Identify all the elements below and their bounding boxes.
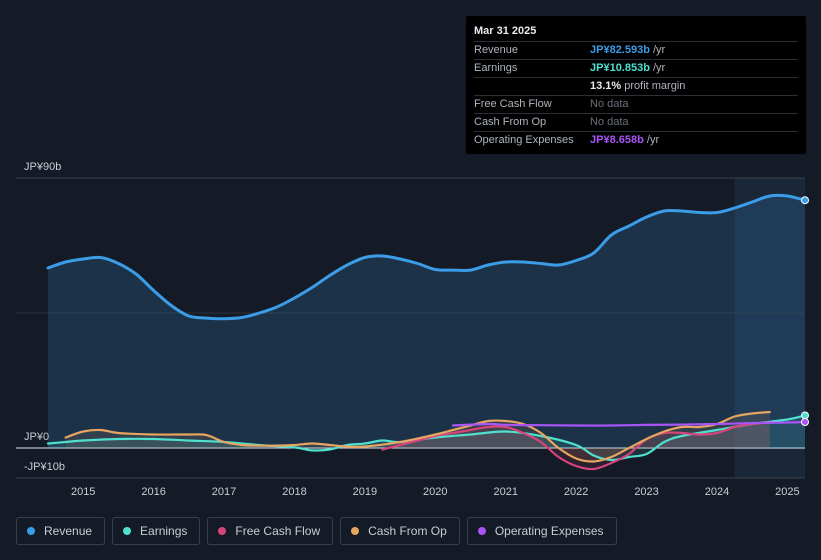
x-tick-label: 2021 xyxy=(493,486,517,498)
tooltip-row-label: Free Cash Flow xyxy=(474,98,552,110)
tooltip-row-label: Revenue xyxy=(474,44,519,56)
x-tick-label: 2015 xyxy=(71,486,95,498)
tooltip-row-unit: profit margin xyxy=(621,80,686,92)
tooltip-row-value: No data xyxy=(590,98,629,110)
tooltip-row-value: JP¥8.658b xyxy=(590,134,644,146)
earnings-area xyxy=(48,415,805,461)
legend: Revenue Earnings Free Cash Flow Cash From O… xyxy=(16,517,617,545)
x-tick-label: 2018 xyxy=(282,486,306,498)
free-cash-flow-line xyxy=(381,421,771,471)
legend-item-earnings[interactable]: Earnings xyxy=(112,517,201,545)
tooltip-row: Cash From Op No data xyxy=(474,113,798,131)
legend-item-free-cash-flow[interactable]: Free Cash Flow xyxy=(207,517,334,545)
operating-expenses-line xyxy=(451,420,807,427)
tooltip-row: 13.1% profit margin xyxy=(474,77,798,95)
tooltip-row-value: 13.1% xyxy=(590,80,622,92)
revenue-line xyxy=(46,193,807,321)
cash-from-op-area xyxy=(65,412,770,462)
legend-item-operating-expenses[interactable]: Operating Expenses xyxy=(466,517,617,545)
x-tick-label: 2017 xyxy=(212,486,236,498)
x-tick-label: 2025 xyxy=(775,486,799,498)
tooltip-row-unit: /yr xyxy=(649,62,666,74)
legend-label: Earnings xyxy=(140,524,188,538)
x-tick-label: 2023 xyxy=(634,486,658,498)
tooltip-row-unit: /yr xyxy=(649,44,666,56)
cash-from-op-line xyxy=(64,410,771,463)
legend-dot-icon xyxy=(351,527,360,535)
x-tick-label: 2016 xyxy=(141,486,165,498)
tooltip-row: Earnings JP¥10.853b /yr xyxy=(474,59,798,77)
tooltip-row-unit: /yr xyxy=(643,134,660,146)
tooltip-date: Mar 31 2025 xyxy=(474,25,537,37)
forecast-highlight-band xyxy=(734,178,805,478)
legend-label: Free Cash Flow xyxy=(235,524,321,538)
x-tick-label: 2019 xyxy=(353,486,377,498)
x-tick-label: 2020 xyxy=(423,486,447,498)
y-tick-label: -JP¥10b xyxy=(24,461,65,473)
tooltip-row-value: JP¥82.593b xyxy=(590,44,650,56)
x-tick-label: 2022 xyxy=(564,486,588,498)
tooltip-panel: Mar 31 2025 Revenue JP¥82.593b /yr Earning… xyxy=(466,16,806,154)
tooltip-row: Operating Expenses JP¥8.658b /yr xyxy=(474,131,798,149)
tooltip-row-value: JP¥10.853b xyxy=(590,62,650,74)
operating-expenses-end-dot xyxy=(801,418,809,427)
legend-label: Operating Expenses xyxy=(494,524,604,538)
legend-dot-icon xyxy=(27,527,35,535)
tooltip-row: Free Cash Flow No data xyxy=(474,95,798,113)
legend-dot-icon xyxy=(123,527,132,535)
x-tick-label: 2024 xyxy=(705,486,729,498)
legend-label: Revenue xyxy=(44,524,93,538)
y-tick-label: JP¥0 xyxy=(24,431,49,443)
revenue-area xyxy=(48,195,805,448)
legend-label: Cash From Op xyxy=(368,524,447,538)
tooltip-row-label xyxy=(474,78,590,95)
tooltip-row-value: No data xyxy=(590,116,629,128)
legend-dot-icon xyxy=(218,527,227,535)
y-tick-label: JP¥90b xyxy=(24,161,61,173)
tooltip-row-label: Earnings xyxy=(474,62,518,74)
revenue-end-dot xyxy=(801,196,809,205)
legend-dot-icon xyxy=(477,527,486,535)
tooltip-row-label: Operating Expenses xyxy=(474,134,574,146)
legend-item-revenue[interactable]: Revenue xyxy=(16,517,106,545)
tooltip-row-label: Cash From Op xyxy=(474,116,547,128)
legend-item-cash-from-op[interactable]: Cash From Op xyxy=(340,517,460,545)
tooltip-row: Revenue JP¥82.593b /yr xyxy=(474,41,798,59)
earnings-end-dot xyxy=(801,411,809,420)
